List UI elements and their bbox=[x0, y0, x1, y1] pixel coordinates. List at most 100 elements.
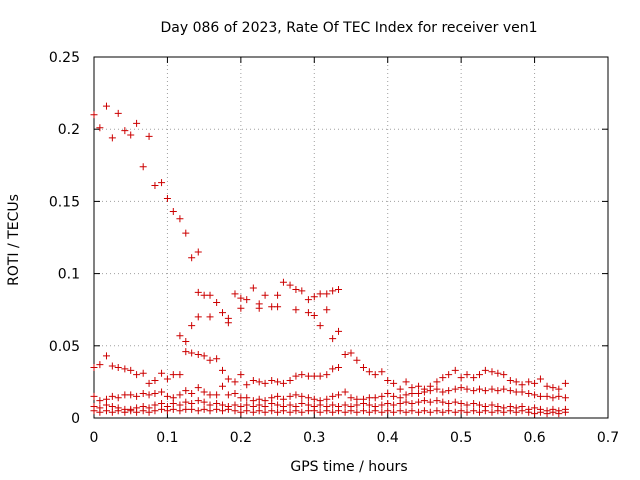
data-point bbox=[200, 388, 208, 396]
data-point bbox=[176, 371, 184, 379]
data-point bbox=[359, 407, 367, 415]
data-point bbox=[470, 407, 478, 415]
data-point bbox=[457, 407, 465, 415]
data-point bbox=[213, 355, 221, 363]
data-point bbox=[353, 401, 361, 409]
data-point bbox=[451, 385, 459, 393]
data-point bbox=[451, 398, 459, 406]
data-point bbox=[463, 408, 471, 416]
data-point bbox=[139, 369, 147, 377]
data-point bbox=[506, 376, 514, 384]
data-point bbox=[114, 363, 122, 371]
data-point bbox=[543, 410, 551, 418]
data-point bbox=[121, 127, 129, 135]
data-point bbox=[433, 407, 441, 415]
data-point bbox=[121, 365, 129, 373]
data-point bbox=[133, 392, 141, 400]
data-point bbox=[96, 397, 104, 405]
data-point bbox=[457, 400, 465, 408]
data-point bbox=[335, 407, 343, 415]
data-point bbox=[188, 349, 196, 357]
data-point bbox=[371, 407, 379, 415]
data-point bbox=[500, 385, 508, 393]
data-point bbox=[323, 407, 331, 415]
data-point bbox=[224, 375, 232, 383]
data-point bbox=[518, 381, 526, 389]
data-point bbox=[127, 366, 135, 374]
data-point bbox=[182, 405, 190, 413]
data-point bbox=[512, 408, 520, 416]
data-point bbox=[488, 385, 496, 393]
data-point bbox=[255, 407, 263, 415]
data-point bbox=[384, 376, 392, 384]
data-point bbox=[457, 384, 465, 392]
data-point bbox=[415, 408, 423, 416]
data-point bbox=[323, 290, 331, 298]
data-point bbox=[341, 408, 349, 416]
data-point bbox=[378, 408, 386, 416]
data-point bbox=[298, 392, 306, 400]
data-point bbox=[439, 388, 447, 396]
data-point bbox=[200, 398, 208, 406]
data-point bbox=[261, 379, 269, 387]
data-point bbox=[176, 215, 184, 223]
data-point bbox=[329, 335, 337, 343]
data-point bbox=[298, 400, 306, 408]
data-point bbox=[310, 395, 318, 403]
data-point bbox=[335, 327, 343, 335]
data-point bbox=[114, 394, 122, 402]
data-point bbox=[243, 296, 251, 304]
data-point bbox=[335, 285, 343, 293]
data-point bbox=[525, 389, 533, 397]
data-point bbox=[353, 408, 361, 416]
data-point bbox=[347, 407, 355, 415]
data-point bbox=[445, 407, 453, 415]
data-point bbox=[292, 372, 300, 380]
data-point bbox=[304, 309, 312, 317]
data-point bbox=[102, 352, 110, 360]
data-point bbox=[488, 368, 496, 376]
data-point bbox=[378, 401, 386, 409]
data-point bbox=[549, 408, 557, 416]
data-point bbox=[494, 387, 502, 395]
data-point bbox=[243, 407, 251, 415]
data-point bbox=[304, 407, 312, 415]
data-point bbox=[96, 408, 104, 416]
data-point bbox=[347, 394, 355, 402]
data-point bbox=[200, 291, 208, 299]
data-point bbox=[231, 389, 239, 397]
data-point bbox=[476, 401, 483, 409]
data-point bbox=[188, 254, 196, 262]
data-point bbox=[396, 385, 404, 393]
data-point bbox=[261, 291, 269, 299]
data-point bbox=[445, 400, 453, 408]
data-point bbox=[255, 304, 263, 312]
data-point bbox=[261, 408, 269, 416]
data-point bbox=[102, 407, 110, 415]
data-point bbox=[408, 389, 416, 397]
data-point bbox=[506, 387, 514, 395]
data-point bbox=[176, 332, 184, 340]
data-point bbox=[182, 387, 190, 395]
data-point bbox=[268, 407, 276, 415]
data-point bbox=[274, 378, 282, 386]
data-point bbox=[451, 408, 459, 416]
data-point bbox=[531, 391, 539, 399]
data-point bbox=[329, 408, 337, 416]
data-point bbox=[213, 391, 221, 399]
data-point bbox=[169, 405, 177, 413]
data-point bbox=[163, 195, 171, 203]
data-point bbox=[347, 349, 355, 357]
data-point bbox=[279, 395, 287, 403]
data-point bbox=[481, 407, 489, 415]
data-point bbox=[335, 391, 343, 399]
data-point bbox=[365, 401, 373, 409]
data-point bbox=[359, 363, 367, 371]
data-point bbox=[127, 131, 135, 139]
data-point bbox=[470, 400, 478, 408]
data-point bbox=[470, 387, 478, 395]
data-point bbox=[231, 407, 239, 415]
data-point bbox=[158, 179, 166, 187]
data-point bbox=[426, 387, 434, 395]
data-point bbox=[420, 407, 428, 415]
